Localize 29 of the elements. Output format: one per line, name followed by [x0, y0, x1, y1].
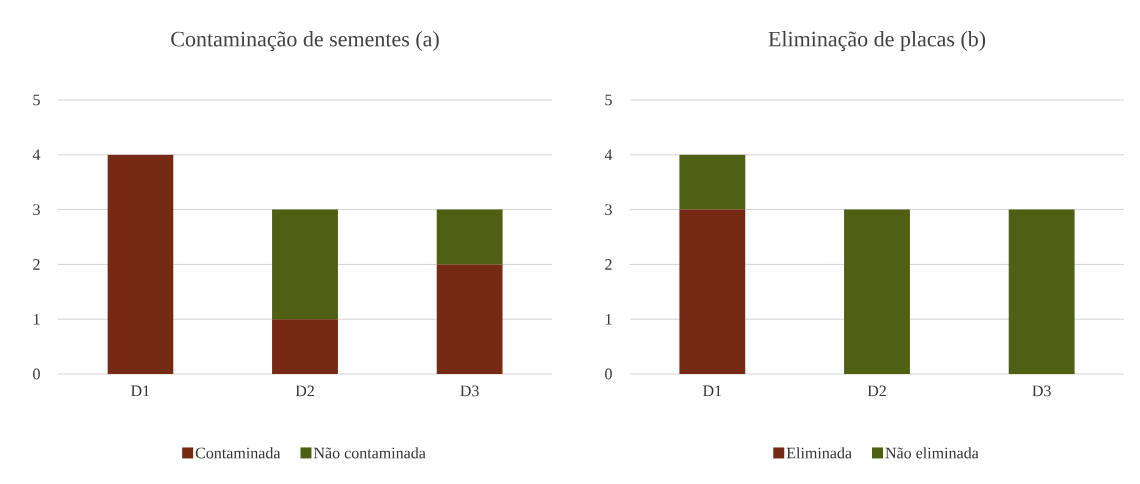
x-tick-label: D1 [131, 385, 150, 397]
y-tick-label: 4 [604, 149, 613, 161]
bar [107, 154, 174, 374]
y-tick-label: 1 [33, 313, 40, 325]
x-tick-label: D3 [1032, 385, 1051, 397]
y-tick-label: 3 [605, 204, 612, 215]
chart-title: Contaminação de sementes (a) [171, 31, 439, 51]
bar [272, 319, 338, 374]
legend-label: Contaminada [195, 447, 281, 459]
x-tick-label: D1 [703, 385, 722, 397]
y-tick-label: 4 [32, 149, 41, 161]
bar [436, 264, 503, 374]
y-tick-label: 0 [33, 368, 40, 380]
legend-label: Não eliminada [885, 447, 979, 459]
legend-label: Não contaminada [313, 447, 426, 459]
y-tick-label: 3 [33, 204, 40, 215]
bar [436, 209, 503, 265]
y-tick-label: 1 [605, 313, 612, 325]
y-tick-label: 2 [33, 259, 40, 270]
x-tick-label: D2 [867, 385, 886, 397]
chart-title: Eliminação de placas (b) [768, 31, 986, 51]
y-tick-label: 5 [33, 94, 40, 106]
y-tick-label: 2 [605, 259, 612, 270]
legend-label: Eliminada [786, 447, 852, 459]
bar [272, 209, 338, 320]
y-tick-label: 5 [605, 94, 612, 106]
x-tick-label: D2 [295, 385, 314, 397]
x-tick-label: D3 [460, 385, 479, 397]
y-tick-label: 0 [605, 368, 612, 380]
